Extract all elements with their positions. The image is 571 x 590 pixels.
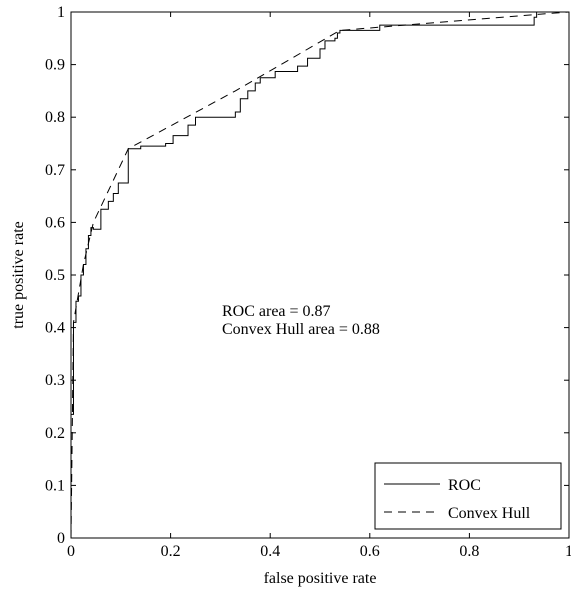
- legend-box: [374, 462, 562, 530]
- y-axis-label: true positive rate: [10, 221, 27, 329]
- y-tick-label: 0.5: [45, 267, 65, 284]
- convex-hull-line: [70, 11, 570, 539]
- y-tick-label: 0: [57, 530, 65, 547]
- y-tick-label: 0.1: [45, 477, 65, 494]
- plot-area: [70, 11, 570, 539]
- x-tick-label: 0: [67, 543, 75, 560]
- annotation-hull-area: Convex Hull area = 0.88: [222, 321, 380, 338]
- series-layer: [70, 11, 570, 539]
- x-axis-label: false positive rate: [264, 570, 377, 587]
- roc-curve-line: [70, 11, 569, 538]
- x-tick-label: 0.6: [360, 543, 380, 560]
- x-tick-label: 0.8: [459, 543, 479, 560]
- x-tick-label: 0.2: [161, 543, 181, 560]
- y-tick-label: 0.3: [45, 372, 65, 389]
- x-tick-label: 0.4: [260, 543, 280, 560]
- y-tick-label: 0.9: [45, 57, 65, 74]
- legend-roc-label: ROC: [448, 477, 481, 494]
- y-tick-label: 0.6: [45, 214, 65, 231]
- y-tick-label: 0.4: [45, 320, 65, 337]
- y-tick-label: 0.2: [45, 425, 65, 442]
- y-tick-label: 1: [57, 4, 65, 21]
- y-tick-label: 0.7: [45, 162, 65, 179]
- legend: ROC Convex Hull: [374, 462, 562, 530]
- y-tick-label: 0.8: [45, 109, 65, 126]
- ticks-layer: 0 0.2 0.4 0.6 0.8 1 0 0.1 0.2 0.3 0.4 0.5 0.6 0.7 0.8 0…: [45, 4, 571, 560]
- legend-hull-label: Convex Hull: [448, 505, 531, 522]
- annotation-roc-area: ROC area = 0.87: [222, 303, 331, 320]
- x-tick-label: 1: [565, 543, 571, 560]
